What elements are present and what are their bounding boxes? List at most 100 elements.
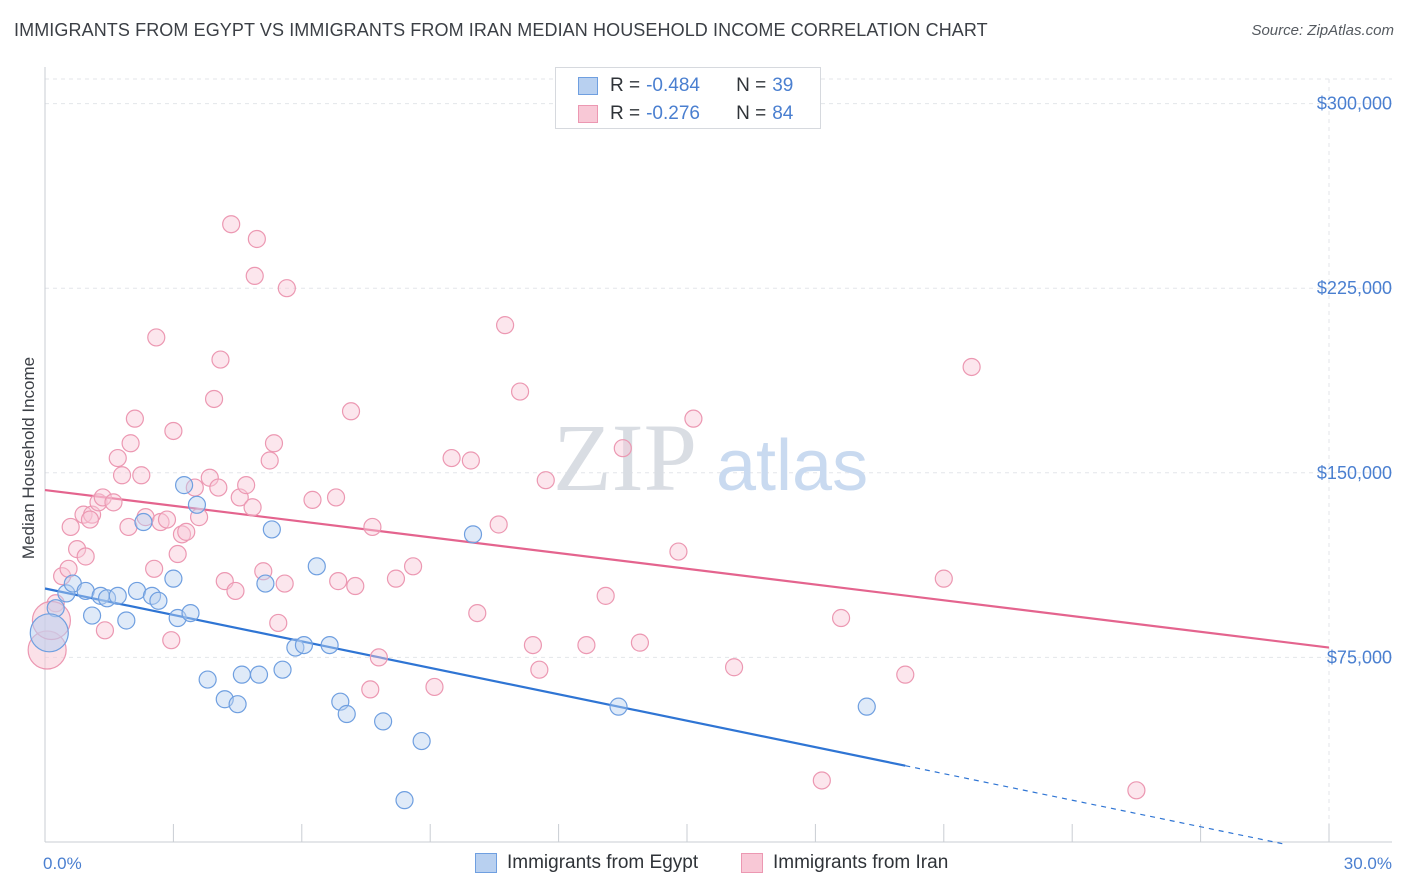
iran-n-label: N =: [736, 103, 767, 124]
iran-n-value: 84: [772, 103, 794, 124]
legend-item-iran[interactable]: Immigrants from Iran: [741, 852, 948, 874]
iran-point-28: [177, 522, 196, 541]
iran-point-80: [962, 357, 981, 377]
iran-point-50: [326, 488, 346, 507]
egypt-point-38: [29, 613, 69, 653]
iran-point-16: [121, 434, 140, 453]
iran-point-17: [125, 409, 144, 428]
iran-point-42: [247, 229, 266, 249]
egypt-swatch: [578, 77, 598, 95]
egypt-point-35: [463, 525, 483, 544]
correlation-legend: R = -0.484 N = 39 R = -0.276 N = 84: [555, 67, 821, 129]
iran-point-37: [226, 581, 245, 601]
egypt-r-label: R =: [610, 75, 641, 96]
iran-point-65: [510, 382, 530, 401]
egypt-point-16: [181, 603, 200, 623]
egypt-point-7: [108, 586, 127, 605]
egypt-point-33: [395, 791, 414, 810]
iran-point-34: [211, 350, 230, 369]
iran-point-11: [95, 621, 115, 640]
egypt-point-17: [187, 495, 207, 514]
iran-legend-swatch: [741, 853, 763, 873]
iran-point-45: [264, 434, 284, 453]
egypt-legend-swatch: [475, 853, 497, 873]
egypt-legend-label: Immigrants from Egypt: [507, 852, 699, 873]
iran-point-64: [496, 316, 515, 335]
iran-point-68: [536, 471, 555, 490]
iran-point-75: [724, 658, 744, 677]
legend-row-iran: R = -0.276 N = 84: [578, 102, 793, 126]
iran-point-46: [269, 613, 288, 633]
iran-points: [27, 215, 1146, 800]
iran-point-12: [104, 493, 123, 512]
egypt-point-28: [307, 557, 326, 576]
iran-point-60: [442, 448, 461, 468]
iran-point-4: [61, 517, 80, 537]
x-tick-labels: 0.0% 30.0%: [43, 854, 1392, 873]
iran-swatch: [578, 105, 598, 123]
iran-point-49: [303, 490, 322, 509]
egypt-point-37: [857, 697, 876, 716]
iran-point-20: [145, 559, 164, 578]
iran-point-39: [237, 476, 256, 495]
iran-point-78: [896, 665, 915, 684]
egypt-point-15: [175, 476, 194, 495]
iran-trend-line: [44, 488, 1330, 649]
iran-point-41: [245, 266, 264, 286]
iran-point-48: [277, 279, 296, 298]
iran-point-79: [934, 569, 953, 588]
iran-point-24: [162, 631, 181, 650]
egypt-point-10: [134, 512, 153, 532]
iran-point-70: [596, 586, 615, 605]
egypt-point-23: [256, 574, 275, 593]
chart-title: IMMIGRANTS FROM EGYPT VS IMMIGRANTS FROM…: [14, 20, 988, 40]
y-tick-label-2: $225,000: [1317, 278, 1392, 298]
iran-point-40: [243, 498, 262, 517]
watermark-zip: ZIP: [553, 404, 697, 511]
y-tick-label-0: $75,000: [1327, 647, 1392, 667]
egypt-point-18: [198, 670, 217, 689]
iran-point-53: [346, 576, 365, 596]
iran-point-73: [669, 542, 688, 561]
watermark-atlas: atlas: [716, 426, 868, 506]
egypt-point-29: [320, 635, 339, 655]
iran-point-67: [530, 660, 549, 679]
egypt-point-27: [294, 635, 314, 655]
egypt-n-value: 39: [772, 75, 794, 96]
iran-point-23: [157, 510, 177, 529]
iran-point-36: [222, 215, 241, 234]
egypt-trend-extension: [905, 765, 1287, 846]
egypt-point-34: [412, 731, 431, 751]
legend-item-egypt[interactable]: Immigrants from Egypt: [475, 852, 698, 874]
egypt-point-4: [82, 606, 102, 625]
iran-point-58: [403, 557, 423, 576]
iran-point-10: [93, 488, 112, 507]
iran-point-77: [831, 608, 851, 628]
egypt-point-8: [117, 611, 136, 630]
iran-point-47: [275, 574, 294, 593]
y-axis-label: Median Household Income: [19, 357, 38, 559]
legend-row-egypt: R = -0.484 N = 39: [578, 74, 793, 98]
iran-point-32: [204, 389, 224, 409]
iran-point-83: [80, 510, 100, 529]
iran-point-13: [108, 448, 127, 468]
iran-point-55: [363, 517, 382, 537]
iran-point-21: [147, 328, 166, 347]
egypt-r-value: -0.484: [646, 75, 700, 96]
iran-point-44: [260, 451, 279, 470]
egypt-n-label: N =: [736, 75, 767, 96]
iran-point-3: [59, 559, 78, 578]
iran-point-52: [341, 402, 361, 421]
egypt-point-12: [149, 591, 168, 610]
iran-legend-label: Immigrants from Iran: [773, 852, 949, 873]
egypt-point-13: [164, 569, 183, 588]
iran-point-72: [630, 633, 650, 652]
watermark: ZIP atlas: [553, 404, 868, 511]
iran-point-7: [76, 547, 95, 566]
iran-point-81: [1127, 781, 1146, 800]
x-tick-label-max: 30.0%: [1344, 854, 1392, 873]
egypt-point-22: [249, 665, 269, 684]
iran-point-25: [164, 421, 183, 441]
egypt-point-25: [273, 660, 292, 679]
